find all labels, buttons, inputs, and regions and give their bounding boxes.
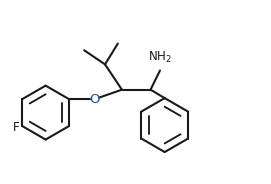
Text: O: O [89,93,99,106]
Text: F: F [13,121,19,135]
Text: NH$_2$: NH$_2$ [148,50,172,65]
